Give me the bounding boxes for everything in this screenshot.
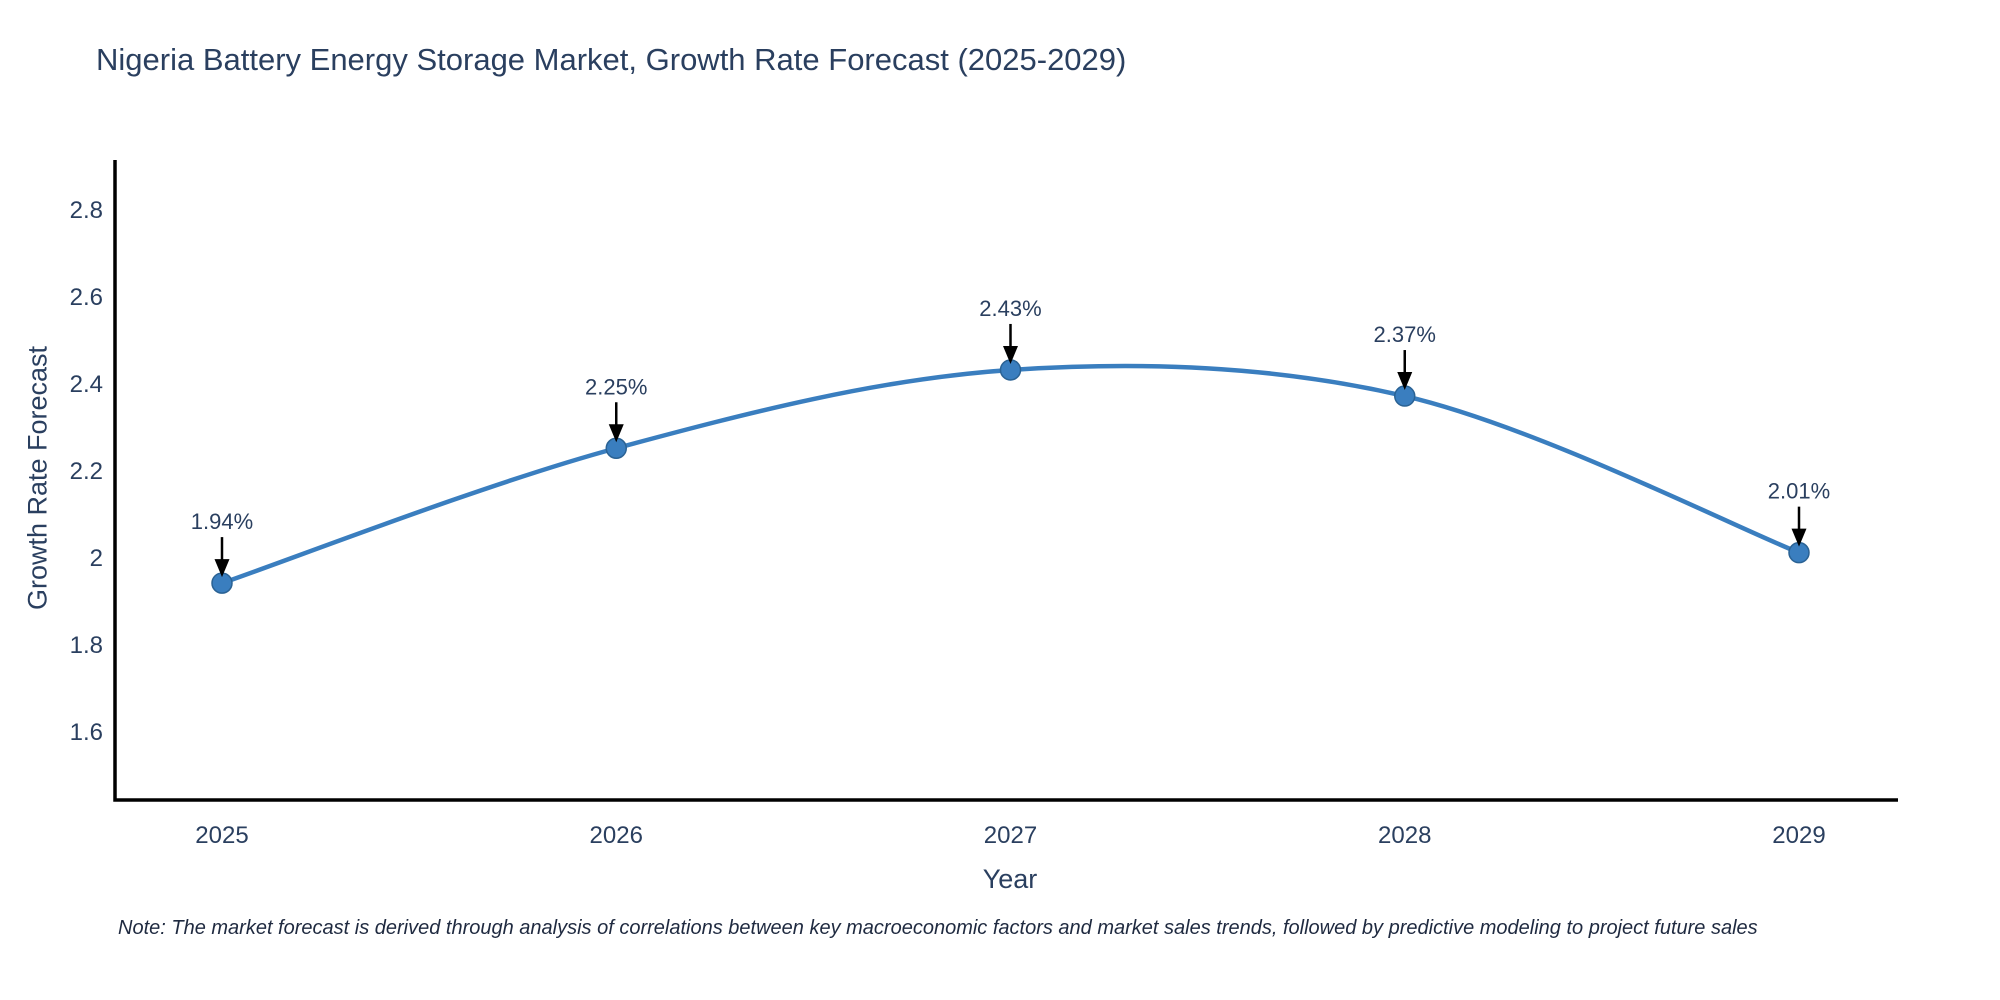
- annotation-arrow-head: [214, 559, 230, 578]
- point-annotation: 1.94%: [191, 509, 253, 534]
- y-tick-label: 2.2: [70, 458, 103, 485]
- trend-line: [219, 363, 1802, 586]
- annotation-arrow-head: [1791, 528, 1807, 547]
- chart-title: Nigeria Battery Energy Storage Market, G…: [96, 42, 1127, 77]
- y-tick-label: 2.4: [70, 371, 103, 398]
- annotation-arrow-head: [1397, 372, 1413, 391]
- point-annotation: 2.01%: [1768, 479, 1830, 504]
- x-tick-label: 2028: [1378, 822, 1431, 849]
- axis-lines: [113, 160, 1898, 802]
- x-axis-title: Year: [982, 864, 1038, 894]
- x-tick-label: 2026: [590, 822, 643, 849]
- annotation-arrow-head: [1003, 345, 1018, 364]
- y-tick-label: 1.8: [70, 632, 103, 659]
- x-tick-label: 2025: [195, 822, 248, 849]
- y-tick-label: 2.8: [70, 197, 103, 224]
- point-annotation: 2.25%: [585, 374, 647, 399]
- point-annotation: 2.43%: [979, 296, 1041, 321]
- x-tick-label: 2027: [984, 822, 1037, 849]
- footnote: Note: The market forecast is derived thr…: [118, 917, 1758, 939]
- point-annotation: 2.37%: [1374, 322, 1436, 347]
- y-tick-label: 2: [90, 545, 103, 572]
- y-tick-label: 1.6: [70, 719, 103, 746]
- annotation-arrow-head: [608, 424, 624, 443]
- y-tick-label: 2.6: [70, 284, 103, 311]
- x-tick-label: 2029: [1772, 822, 1825, 849]
